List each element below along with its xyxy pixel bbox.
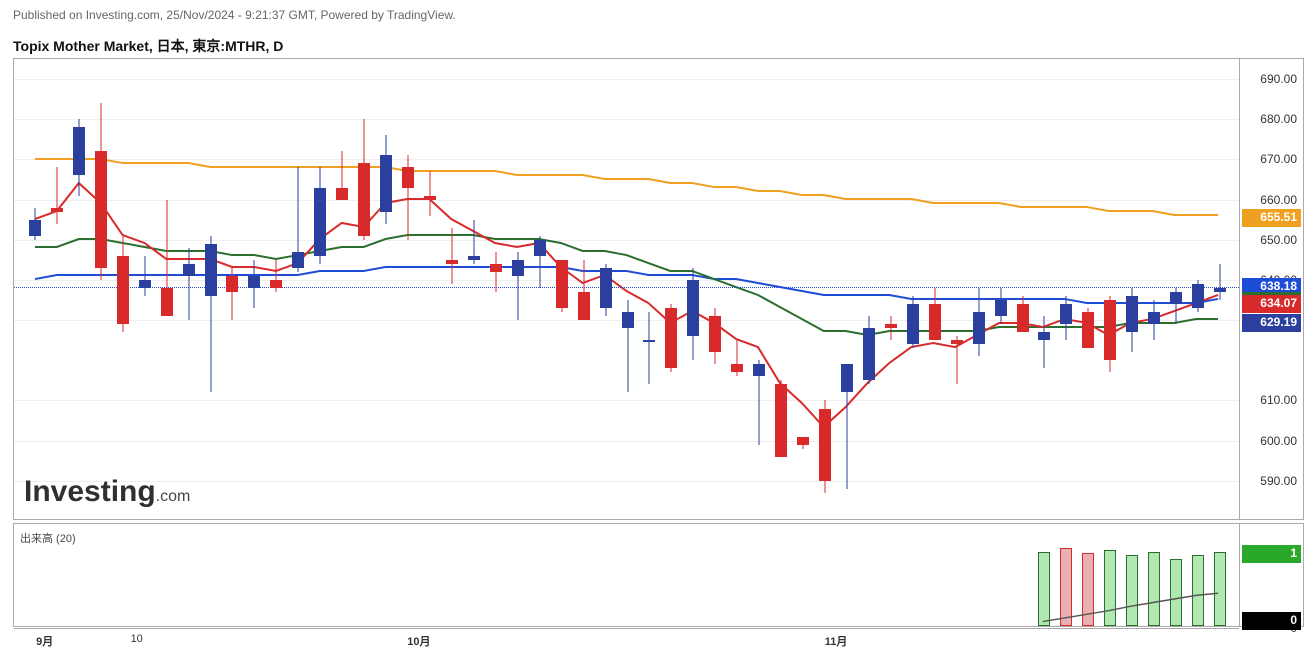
gridline	[14, 159, 1239, 160]
x-axis[interactable]: 9月 10 10月 11月	[14, 628, 1239, 656]
x-tick-label: 9月	[36, 633, 53, 649]
chart-region: Investing.com 590.00600.00610.00630.0064…	[13, 58, 1304, 628]
x-tick-label: 10	[131, 633, 143, 645]
price-pane[interactable]: Investing.com 590.00600.00610.00630.0064…	[13, 58, 1304, 520]
y-tick-label: 590.00	[1260, 474, 1297, 488]
gridline	[14, 280, 1239, 281]
last-price-line	[14, 287, 1239, 288]
gridline	[14, 441, 1239, 442]
volume-y-axis[interactable]: 010	[1239, 524, 1303, 626]
chart-title: Topix Mother Market, 日本, 東京:MTHR, D	[13, 36, 283, 56]
volume-pane[interactable]: 出来高 (20) 010 9月1010月11月	[13, 523, 1304, 627]
vol-badge: 1	[1242, 545, 1301, 563]
y-tick-label: 600.00	[1260, 434, 1297, 448]
gridline	[14, 481, 1239, 482]
volume-plot[interactable]	[14, 524, 1239, 626]
y-tick-label: 690.00	[1260, 72, 1297, 86]
investing-logo: Investing.com	[24, 475, 190, 509]
x-tick-label: 11月	[825, 633, 848, 649]
price-badge: 629.19	[1242, 314, 1301, 332]
published-line: Published on Investing.com, 25/Nov/2024 …	[13, 8, 456, 22]
volume-legend: 出来高 (20)	[20, 530, 76, 546]
y-tick-label: 650.00	[1260, 233, 1297, 247]
price-y-axis[interactable]: 590.00600.00610.00630.00640.00650.00660.…	[1239, 59, 1303, 519]
x-tick-label: 10月	[407, 633, 430, 649]
gridline	[14, 119, 1239, 120]
y-tick-label: 680.00	[1260, 112, 1297, 126]
price-badge: 634.07	[1242, 295, 1301, 313]
price-badge: 655.51	[1242, 209, 1301, 227]
y-tick-label: 660.00	[1260, 193, 1297, 207]
price-plot[interactable]: Investing.com	[14, 59, 1239, 519]
ema200-line	[35, 159, 1218, 215]
vol-badge: 0	[1242, 612, 1301, 630]
gridline	[14, 200, 1239, 201]
y-tick-label: 610.00	[1260, 393, 1297, 407]
volume-ma-line	[14, 524, 1239, 626]
y-tick-label: 670.00	[1260, 152, 1297, 166]
gridline	[14, 79, 1239, 80]
gridline	[14, 240, 1239, 241]
gridline	[14, 400, 1239, 401]
ema-lines	[14, 59, 1239, 519]
